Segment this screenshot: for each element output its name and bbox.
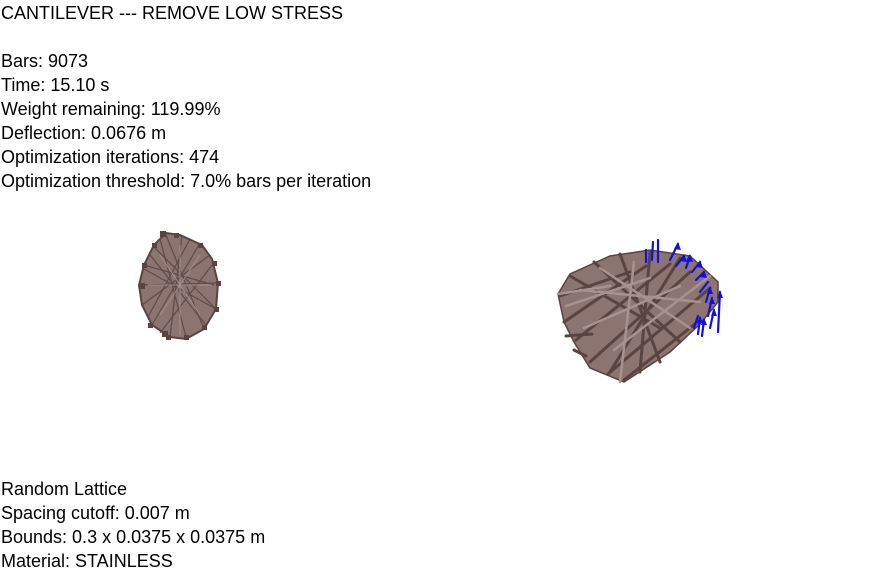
bounds-readout: Bounds: 0.3 x 0.0375 x 0.0375 m xyxy=(1,527,266,547)
time-readout: Time: 15.10 s xyxy=(1,75,110,95)
spacing-cutoff: Spacing cutoff: 0.007 m xyxy=(1,503,190,523)
optimization-threshold: Optimization threshold: 7.0% bars per it… xyxy=(1,171,372,191)
cantilever-deformed-view[interactable] xyxy=(550,232,730,392)
lattice-end-view[interactable] xyxy=(130,225,230,350)
bars-count: Bars: 9073 xyxy=(1,51,89,71)
optimization-iterations: Optimization iterations: 474 xyxy=(1,147,220,167)
weight-remaining: Weight remaining: 119.99% xyxy=(1,99,221,119)
lattice-type: Random Lattice xyxy=(1,479,128,499)
deflection-readout: Deflection: 0.0676 m xyxy=(1,123,167,143)
page-title: CANTILEVER --- REMOVE LOW STRESS xyxy=(1,3,344,23)
material-readout: Material: STAINLESS xyxy=(1,551,173,571)
